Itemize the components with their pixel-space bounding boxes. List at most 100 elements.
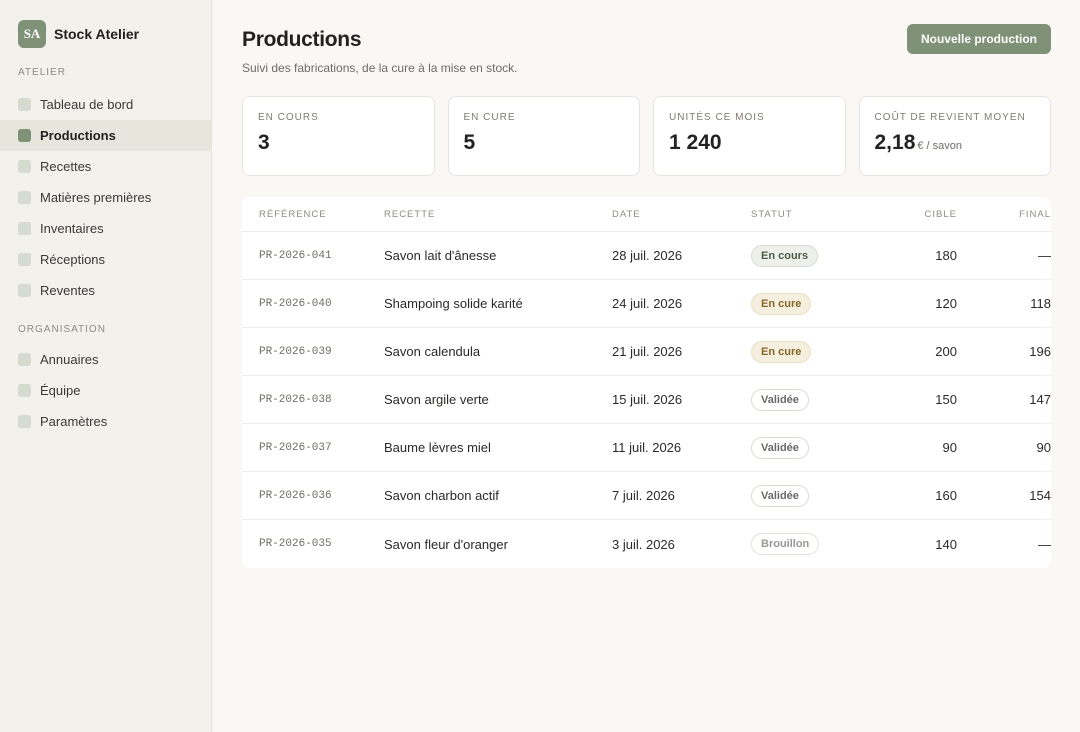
column-header-statut[interactable]: STATUT: [751, 208, 793, 220]
cible-cell: 90: [942, 440, 957, 455]
table-row[interactable]: PR-2026-037 Baume lèvres miel 11 juil. 2…: [242, 424, 1051, 472]
statut-cell: Validée: [751, 484, 861, 507]
brand-name: Stock Atelier: [54, 26, 140, 42]
brand[interactable]: SA Stock Atelier: [18, 18, 211, 50]
stat-label: COÛT DE REVIENT MOYEN: [874, 112, 1026, 123]
table-row[interactable]: PR-2026-038 Savon argile verte 15 juil. …: [242, 376, 1051, 424]
sidebar-item-label: Reventes: [40, 283, 95, 298]
table-row[interactable]: PR-2026-036 Savon charbon actif 7 juil. …: [242, 472, 1051, 520]
sidebar-item-label: Réceptions: [40, 252, 106, 267]
cible-cell: 150: [935, 392, 957, 407]
stat-value: 2,18 € / savon: [874, 131, 963, 154]
new-production-button[interactable]: Nouvelle production: [906, 24, 1051, 54]
nav-square-icon: [18, 253, 31, 266]
column-header-final[interactable]: FINAL: [1019, 208, 1051, 220]
stat-card-unites-ce-mois: UNITÉS CE MOIS 1 240: [653, 96, 846, 176]
status-badge: Validée: [751, 484, 809, 507]
stat-value: 3: [258, 131, 270, 154]
date-cell: 7 juil. 2026: [612, 488, 675, 503]
reference-cell: PR-2026-038: [259, 393, 332, 406]
column-header-date[interactable]: DATE: [612, 208, 641, 220]
sidebar-item-label: Équipe: [40, 383, 81, 398]
stat-card-cout-de-revient: COÛT DE REVIENT MOYEN 2,18 € / savon: [858, 96, 1051, 176]
sidebar: SA Stock Atelier ATELIER Tableau de bord…: [0, 0, 212, 732]
sidebar-item-tableau-de-bord[interactable]: Tableau de bord: [0, 89, 211, 120]
final-cell: 147: [1029, 392, 1051, 407]
table-row[interactable]: PR-2026-039 Savon calendula 21 juil. 202…: [242, 328, 1051, 376]
statut-cell: En cure: [751, 340, 861, 363]
status-badge: Brouillon: [751, 533, 820, 555]
column-header-reference[interactable]: RÉFÉRENCE: [259, 208, 327, 220]
recette-cell: Savon argile verte: [384, 392, 489, 407]
column-header-recette[interactable]: RECETTE: [384, 208, 436, 220]
date-cell: 11 juil. 2026: [612, 440, 682, 455]
nav-square-icon: [18, 191, 31, 204]
final-cell: 196: [1029, 344, 1051, 359]
sidebar-item-label: Inventaires: [40, 221, 104, 236]
sidebar-section-organisation: ORGANISATION: [18, 324, 106, 335]
page-title: Productions: [242, 28, 362, 51]
nav-square-icon: [18, 98, 31, 111]
sidebar-item-label: Tableau de bord: [40, 97, 134, 112]
stats-row: EN COURS 3 EN CURE 5 UNITÉS CE MOIS 1 24…: [242, 96, 1051, 176]
statut-cell: En cure: [751, 292, 861, 315]
cible-cell: 180: [935, 248, 957, 263]
reference-cell: PR-2026-036: [259, 489, 332, 502]
cible-cell: 160: [935, 488, 957, 503]
sidebar-item-productions[interactable]: Productions: [0, 120, 211, 151]
status-badge: Validée: [751, 388, 809, 411]
date-cell: 24 juil. 2026: [612, 296, 683, 311]
reference-cell: PR-2026-035: [259, 538, 332, 550]
nav-square-icon: [18, 353, 31, 366]
stat-unit: € / savon: [917, 140, 963, 152]
sidebar-item-label: Productions: [40, 128, 116, 143]
recette-cell: Savon fleur d'oranger: [384, 536, 508, 552]
nav-square-icon: [18, 222, 31, 235]
page-subtitle: Suivi des fabrications, de la cure à la …: [242, 61, 518, 75]
table-row[interactable]: PR-2026-040 Shampoing solide karité 24 j…: [242, 280, 1051, 328]
nav-square-icon: [18, 129, 31, 142]
sidebar-item-recettes[interactable]: Recettes: [0, 151, 211, 182]
statut-cell: Validée: [751, 388, 861, 411]
statut-cell: En cours: [751, 244, 861, 267]
sidebar-item-inventaires[interactable]: Inventaires: [0, 213, 211, 244]
table-row[interactable]: PR-2026-041 Savon lait d'ânesse 28 juil.…: [242, 232, 1051, 280]
recette-cell: Savon lait d'ânesse: [384, 248, 497, 263]
cible-cell: 200: [935, 344, 957, 359]
cible-cell: 140: [935, 536, 957, 552]
table-row[interactable]: PR-2026-035 Savon fleur d'oranger 3 juil…: [242, 520, 1051, 568]
cible-cell: 120: [935, 296, 957, 311]
sidebar-item-annuaires[interactable]: Annuaires: [0, 344, 211, 375]
nav-square-icon: [18, 160, 31, 173]
final-cell: 90: [1036, 440, 1051, 455]
nav-square-icon: [18, 284, 31, 297]
final-cell: 118: [1030, 296, 1051, 311]
reference-cell: PR-2026-039: [259, 345, 332, 358]
sidebar-item-reventes[interactable]: Reventes: [0, 275, 211, 306]
recette-cell: Savon charbon actif: [384, 488, 499, 503]
date-cell: 15 juil. 2026: [612, 392, 683, 407]
table-header: RÉFÉRENCE RECETTE DATE STATUT CIBLE FINA…: [242, 197, 1051, 232]
status-badge: En cours: [751, 244, 819, 267]
sidebar-item-label: Recettes: [40, 159, 92, 174]
sidebar-item-label: Paramètres: [40, 414, 108, 429]
brand-logo: SA: [18, 20, 46, 48]
sidebar-item-equipe[interactable]: Équipe: [0, 375, 211, 406]
column-header-cible[interactable]: CIBLE: [924, 208, 957, 220]
reference-cell: PR-2026-037: [259, 441, 332, 454]
sidebar-item-parametres[interactable]: Paramètres: [0, 406, 211, 437]
stat-label: EN CURE: [463, 112, 516, 123]
sidebar-item-label: Matières premières: [40, 190, 152, 205]
sidebar-item-receptions[interactable]: Réceptions: [0, 244, 211, 275]
reference-cell: PR-2026-040: [259, 297, 332, 310]
productions-table: RÉFÉRENCE RECETTE DATE STATUT CIBLE FINA…: [242, 197, 1051, 568]
final-cell: —: [1038, 536, 1051, 552]
statut-cell: Validée: [751, 436, 861, 459]
status-badge: En cure: [751, 292, 812, 315]
status-badge: Validée: [751, 436, 809, 459]
date-cell: 3 juil. 2026: [612, 536, 675, 552]
reference-cell: PR-2026-041: [259, 249, 332, 262]
recette-cell: Baume lèvres miel: [384, 440, 491, 455]
sidebar-item-matieres-premieres[interactable]: Matières premières: [0, 182, 211, 213]
final-cell: —: [1038, 248, 1051, 263]
